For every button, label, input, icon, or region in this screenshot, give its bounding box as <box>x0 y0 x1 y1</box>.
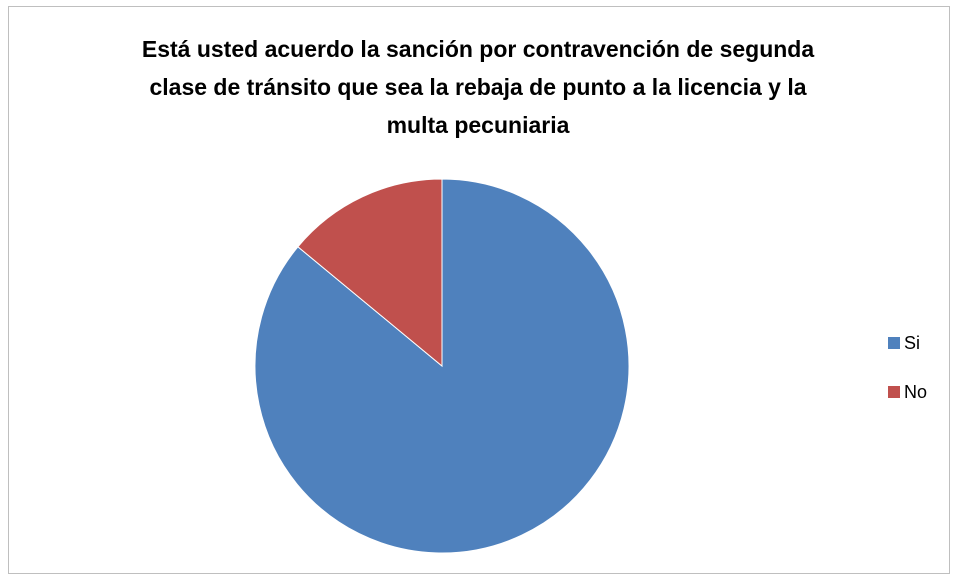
chart-title: Está usted acuerdo la sanción por contra… <box>141 36 815 138</box>
legend-swatch <box>888 337 900 349</box>
legend-label: Si <box>904 333 920 353</box>
legend-label: No <box>904 382 927 402</box>
pie-slice <box>297 178 443 368</box>
legend-swatch <box>888 386 900 398</box>
